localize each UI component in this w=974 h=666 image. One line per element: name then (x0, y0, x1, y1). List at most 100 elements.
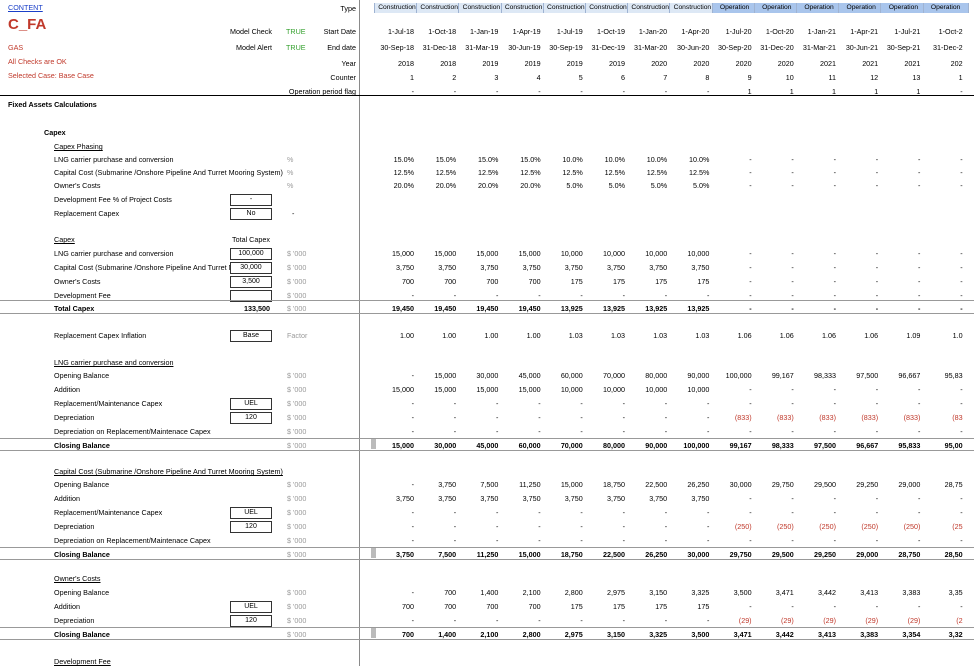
content-link[interactable]: CONTENT (8, 3, 43, 12)
section-value: - (538, 399, 541, 408)
inflation-case-input[interactable]: Base (230, 330, 272, 342)
capex-total-input[interactable]: 100,000 (230, 248, 272, 260)
section-value: 7,500 (480, 480, 499, 489)
phasing-value: 20.0% (478, 181, 499, 190)
capex-value: - (917, 277, 921, 286)
section-value: 700 (444, 588, 457, 597)
section-value: (833) (903, 413, 921, 422)
capex-value: 3,750 (607, 263, 625, 272)
section-value: - (791, 508, 794, 517)
total-capex-value: - (791, 304, 794, 313)
timeline-label-end: End date (327, 43, 356, 52)
section-row-label: Depreciation (54, 616, 95, 625)
section-row-input[interactable]: UEL (230, 398, 272, 410)
capex-value: - (833, 263, 836, 272)
timeline-year-cell: 2019 (482, 59, 499, 68)
inflation-value: 1.00 (442, 331, 457, 340)
section-row-input[interactable]: UEL (230, 601, 272, 613)
inflation-value: 1.06 (737, 331, 752, 340)
timeline-start-cell: 1-Apr-21 (850, 27, 879, 36)
section-value: 3,750 (564, 494, 583, 503)
timeline-counter-cell: 6 (621, 73, 625, 82)
phasing-value: 15.0% (520, 155, 541, 164)
total-capex-value: - (960, 304, 963, 313)
section-value: - (411, 536, 414, 545)
timeline-year-cell: 2018 (440, 59, 457, 68)
section-value: 30,000 (476, 371, 499, 380)
capex-value: - (664, 291, 668, 300)
section-value: 10,000 (687, 385, 710, 394)
timeline-opflag-cell: - (622, 87, 625, 96)
section-value: (29) (823, 616, 836, 625)
section-value: 2,100 (522, 588, 541, 597)
capex-value: - (875, 277, 879, 286)
timeline-type-cell: Operation (922, 3, 969, 13)
capex-value: - (706, 291, 710, 300)
section-value: - (538, 522, 541, 531)
section-value: - (791, 536, 794, 545)
section-value: (83 (952, 413, 963, 422)
capex-total-input[interactable]: 3,500 (230, 276, 272, 288)
section-value: - (706, 413, 710, 422)
phasing-row-label: Owner's Costs (54, 181, 101, 190)
inflation-value: 1.0 (952, 331, 963, 340)
section-value: 3,383 (902, 588, 921, 597)
section-value: - (833, 399, 836, 408)
total-capex-value: 13,925 (560, 304, 583, 313)
phasing-value: - (960, 155, 963, 164)
capex-total-input[interactable] (230, 290, 272, 302)
timeline-counter-cell: 13 (912, 73, 921, 82)
section-value: - (875, 399, 879, 408)
capex-value: 10,000 (687, 249, 710, 258)
section-value: (2 (956, 616, 963, 625)
section-row-input[interactable]: UEL (230, 507, 272, 519)
section-value: 98,333 (814, 371, 836, 380)
section-value: 10,000 (645, 385, 668, 394)
total-capex-value: - (833, 304, 836, 313)
closing-balance-value: 3,750 (396, 550, 414, 559)
closing-balance-label: Closing Balance (54, 630, 110, 639)
section-row-input[interactable]: 120 (230, 412, 272, 424)
closing-balance-value: 90,000 (645, 441, 668, 450)
section-row-input[interactable]: 120 (230, 615, 272, 627)
section-value: - (749, 385, 752, 394)
capex-value: 700 (402, 277, 414, 286)
timeline-start-cell: 1-Oct-20 (765, 27, 794, 36)
section-value: - (495, 399, 499, 408)
section-value: - (749, 602, 752, 611)
section-value: 15,000 (392, 385, 414, 394)
closing-balance-value: 15,000 (392, 441, 414, 450)
closing-balance-value: 70,000 (560, 441, 583, 450)
phasing-value: 20.0% (393, 181, 414, 190)
company-label: GAS (8, 43, 24, 52)
closing-balance-value: 15,000 (518, 550, 541, 559)
model-alert-value: TRUE (286, 43, 306, 52)
section-row-label: Opening Balance (54, 371, 110, 380)
capex-total-input[interactable]: 30,000 (230, 262, 272, 274)
unit-label: % (287, 155, 294, 164)
timeline-start-cell: 1-Oct-18 (428, 27, 457, 36)
section-value: - (749, 536, 752, 545)
phasing-value: 20.0% (520, 181, 541, 190)
dev-fee-input[interactable]: - (230, 194, 272, 206)
timeline-start-cell: 1-Apr-20 (681, 27, 710, 36)
section-value: 3,750 (438, 480, 457, 489)
section-value: 18,750 (603, 480, 625, 489)
phasing-value: 12.5% (435, 168, 457, 177)
section-value: - (411, 399, 414, 408)
section-value: 175 (613, 602, 625, 611)
capex-value: - (749, 263, 752, 272)
section-value: - (538, 508, 541, 517)
timeline-end-cell: 30-Jun-21 (845, 43, 879, 52)
replacement-capex-input[interactable]: No (230, 208, 272, 220)
capex-value: 3,750 (649, 263, 668, 272)
section-value: - (580, 427, 583, 436)
timeline-type-cell: Construction (458, 3, 505, 13)
unit-label: $ '000 (287, 399, 307, 408)
section-value: 1,400 (480, 588, 499, 597)
section-value: - (495, 536, 499, 545)
capex-value: - (791, 291, 794, 300)
section-row-input[interactable]: 120 (230, 521, 272, 533)
phasing-value: 12.5% (520, 168, 541, 177)
timeline-counter-cell: 11 (828, 73, 836, 82)
